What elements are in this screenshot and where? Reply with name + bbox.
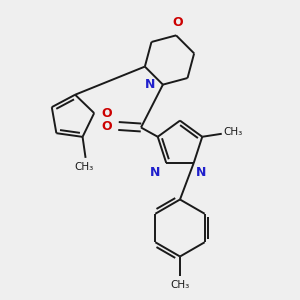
- Text: O: O: [101, 119, 112, 133]
- Text: CH₃: CH₃: [170, 280, 190, 290]
- Text: N: N: [150, 166, 160, 179]
- Text: O: O: [172, 16, 183, 29]
- Text: CH₃: CH₃: [74, 162, 94, 172]
- Text: N: N: [145, 78, 155, 91]
- Text: N: N: [196, 166, 206, 179]
- Text: O: O: [102, 106, 112, 120]
- Text: CH₃: CH₃: [223, 127, 242, 137]
